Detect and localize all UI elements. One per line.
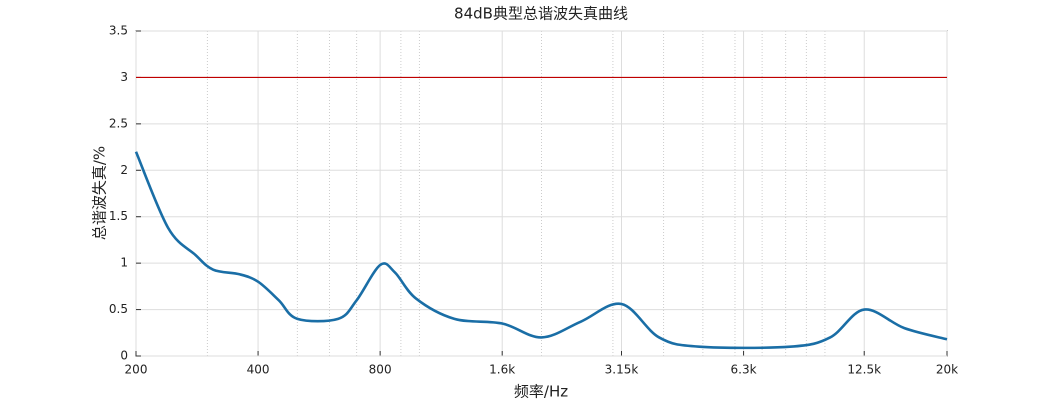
x-tick-label: 200 — [125, 363, 148, 377]
x-tick-label: 12.5k — [847, 363, 881, 377]
x-tick-label: 3.15k — [605, 363, 639, 377]
x-axis-label: 频率/Hz — [514, 383, 568, 401]
x-tick-label: 6.3k — [731, 363, 757, 377]
x-tick-label: 400 — [247, 363, 270, 377]
x-tick-label: 800 — [369, 363, 392, 377]
chart-title: 84dB典型总谐波失真曲线 — [454, 5, 628, 23]
y-tick-label: 2.5 — [109, 116, 128, 130]
y-tick-label: 1.5 — [109, 209, 128, 223]
data-line — [134, 151, 948, 350]
y-tick-label: 3.5 — [109, 24, 128, 38]
y-tick-label: 1 — [120, 256, 128, 270]
x-tick-label: 1.6k — [489, 363, 515, 377]
x-tick-label: 20k — [936, 363, 958, 377]
y-tick-label: 0 — [120, 349, 128, 363]
y-tick-label: 3 — [120, 70, 128, 84]
y-tick-label: 0.5 — [109, 302, 128, 316]
y-tick-label: 2 — [120, 163, 128, 177]
y-axis-label: 总谐波失真/% — [91, 146, 109, 240]
